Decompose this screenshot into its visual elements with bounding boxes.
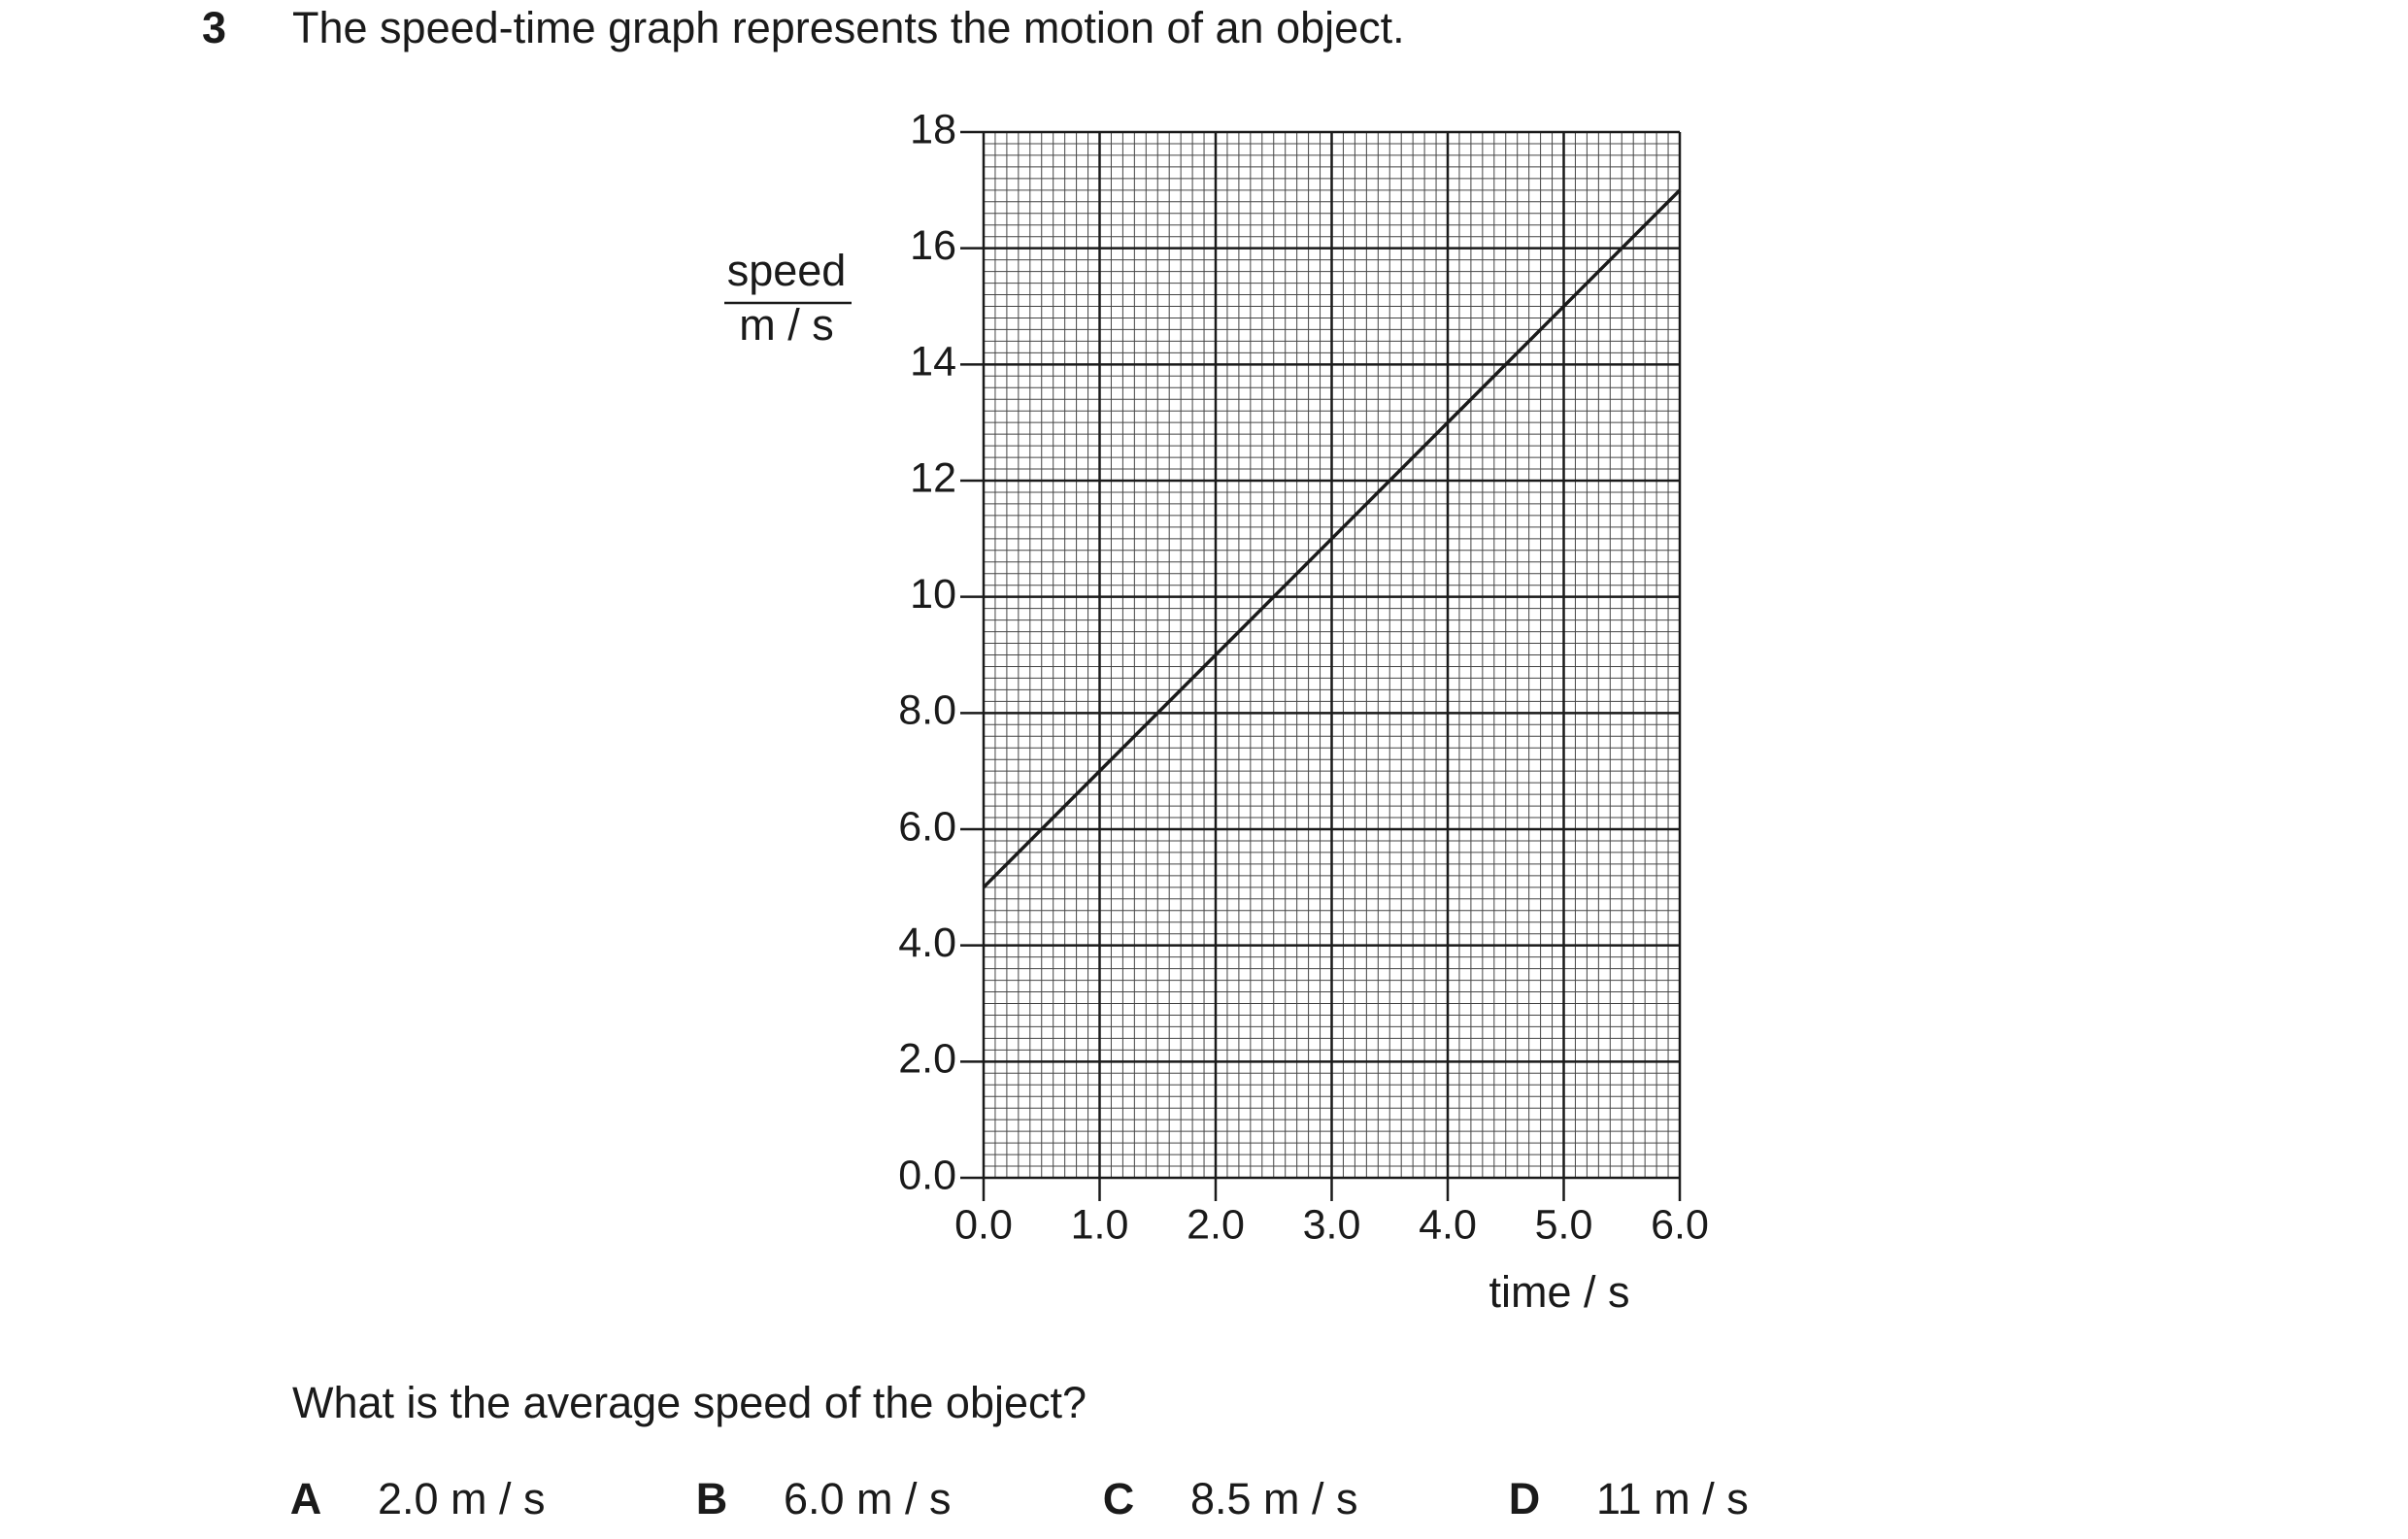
- data-line: [982, 188, 1682, 889]
- y-tick-label: 6.0: [898, 803, 956, 850]
- y-tick-label: 16: [910, 222, 956, 269]
- y-tick-label: 0.0: [898, 1152, 956, 1198]
- option-letter: A: [290, 1474, 322, 1523]
- option-letter: C: [1103, 1474, 1135, 1523]
- y-tick-label: 8.0: [898, 687, 956, 734]
- option-text: 8.5 m / s: [1190, 1474, 1358, 1523]
- y-tick-label: 18: [910, 106, 956, 152]
- option-letter: D: [1509, 1474, 1541, 1523]
- y-tick-label: 10: [910, 571, 956, 618]
- question-text: The speed-time graph represents the moti…: [292, 3, 1405, 52]
- option-letter: B: [696, 1474, 728, 1523]
- y-tick-label: 4.0: [898, 920, 956, 966]
- x-tick-label: 4.0: [1419, 1201, 1477, 1248]
- x-axis-label: time / s: [1488, 1267, 1629, 1317]
- y-tick-label: 2.0: [898, 1036, 956, 1083]
- y-axis-unit: m / s: [739, 300, 834, 350]
- chart: 0.0 2.0 4.0 6.0 8.0 10 12 14 16 18 0.0 1.0 2.0 3.0 4.0…: [898, 106, 1709, 1248]
- y-axis-label: speed: [727, 246, 847, 295]
- question-number: 3: [202, 3, 226, 52]
- x-tick-label: 2.0: [1187, 1201, 1245, 1248]
- x-tick-label: 1.0: [1071, 1201, 1129, 1248]
- option-text: 2.0 m / s: [378, 1474, 546, 1523]
- x-tick-label: 0.0: [954, 1201, 1013, 1248]
- option-text: 6.0 m / s: [784, 1474, 952, 1523]
- x-tick-label: 3.0: [1303, 1201, 1361, 1248]
- y-tick-label: 14: [910, 339, 956, 385]
- prompt: What is the average speed of the object?: [292, 1378, 1087, 1427]
- option-text: 11 m / s: [1596, 1474, 1749, 1523]
- y-tick-label: 12: [910, 454, 956, 501]
- x-tick-label: 5.0: [1535, 1201, 1593, 1248]
- x-tick-label: 6.0: [1651, 1201, 1709, 1248]
- options: A 2.0 m / s B 6.0 m / s C 8.5 m / s D 11 m / s: [290, 1474, 1749, 1523]
